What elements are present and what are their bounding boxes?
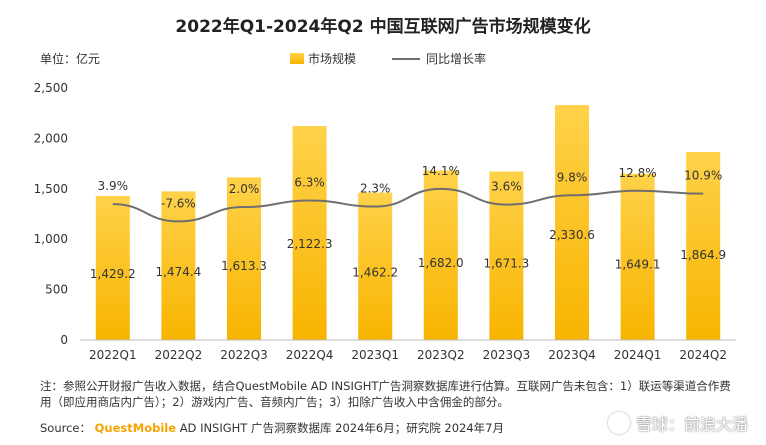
bar [292, 126, 327, 340]
bar-value-label: 2,122.3 [287, 237, 333, 251]
x-tick-label: 2024Q2 [679, 348, 727, 362]
source-line: Source： QuestMobile AD INSIGHT 广告洞察数据库 2… [40, 420, 504, 436]
legend: 市场规模 同比增长率 [290, 50, 522, 67]
x-tick-label: 2023Q3 [483, 348, 531, 362]
bar-value-label: 1,649.1 [615, 258, 661, 272]
legend-item-line: 同比增长率 [392, 50, 486, 67]
x-tick-label: 2023Q2 [417, 348, 465, 362]
watermark: 雪球：前浪大潘 [607, 411, 748, 435]
y-tick-label: 2,500 [34, 81, 68, 95]
x-tick-label: 2022Q4 [286, 348, 334, 362]
bar-value-label: 1,429.2 [90, 267, 136, 281]
y-tick-label: 0 [60, 333, 68, 347]
y-tick-label: 1,500 [34, 182, 68, 196]
growth-rate-label: 3.9% [98, 179, 129, 193]
x-tick-label: 2022Q2 [155, 348, 203, 362]
x-tick-label: 2023Q4 [548, 348, 596, 362]
chart-title: 2022年Q1-2024年Q2 中国互联网广告市场规模变化 [175, 17, 591, 37]
bar [489, 171, 524, 340]
bar-value-label: 1,613.3 [221, 259, 267, 273]
footnote: 注：参照公开财报广告收入数据，结合QuestMobile AD INSIGHT广… [40, 379, 731, 409]
growth-rate-label: 2.3% [360, 182, 391, 196]
y-tick-label: 1,000 [34, 232, 68, 246]
growth-rate-label: 6.3% [294, 176, 325, 190]
growth-line [112, 187, 704, 223]
source-prefix: Source： [40, 421, 91, 435]
source-rest: AD INSIGHT 广告洞察数据库 2024年6月；研究院 2024年7月 [179, 421, 504, 435]
bar-value-label: 2,330.6 [549, 228, 595, 242]
x-tick-label: 2022Q1 [89, 348, 137, 362]
growth-rate-label: 10.9% [684, 169, 722, 183]
unit-label: 单位：亿元 [40, 52, 101, 66]
legend-item-bar: 市场规模 [290, 50, 356, 67]
bar-value-label: 1,682.0 [418, 256, 464, 270]
growth-rate-label: 2.0% [229, 182, 260, 196]
bar [227, 177, 261, 340]
bar [358, 192, 393, 340]
bar [161, 191, 196, 340]
x-tick-label: 2022Q3 [220, 348, 268, 362]
legend-line-label: 同比增长率 [426, 52, 487, 66]
snowball-logo-icon [607, 412, 630, 434]
growth-rate-label: -7.6% [161, 196, 196, 210]
y-tick-label: 500 [45, 283, 68, 297]
legend-bar-label: 市场规模 [308, 52, 357, 66]
bar [95, 195, 130, 340]
bar [620, 173, 655, 340]
bar [423, 170, 458, 340]
bar-value-label: 1,864.9 [680, 248, 726, 262]
growth-rate-label: 9.8% [557, 170, 588, 184]
growth-rate-label: 14.1% [422, 164, 460, 178]
source-brand: QuestMobile [94, 421, 177, 435]
watermark-text: 雪球：前浪大潘 [635, 415, 748, 434]
bar [555, 105, 589, 340]
x-tick-label: 2024Q1 [614, 348, 662, 362]
bar-value-label: 1,474.4 [155, 265, 201, 279]
growth-rate-label: 12.8% [619, 166, 657, 180]
bar-value-label: 1,462.2 [352, 266, 398, 280]
bar [686, 152, 721, 340]
growth-rate-label: 3.6% [491, 180, 522, 194]
y-tick-label: 2,000 [34, 131, 68, 145]
legend-bar-swatch [290, 53, 304, 64]
legend-line-swatch [392, 57, 421, 60]
x-tick-label: 2023Q1 [351, 348, 399, 362]
bar-value-label: 1,671.3 [483, 257, 529, 271]
